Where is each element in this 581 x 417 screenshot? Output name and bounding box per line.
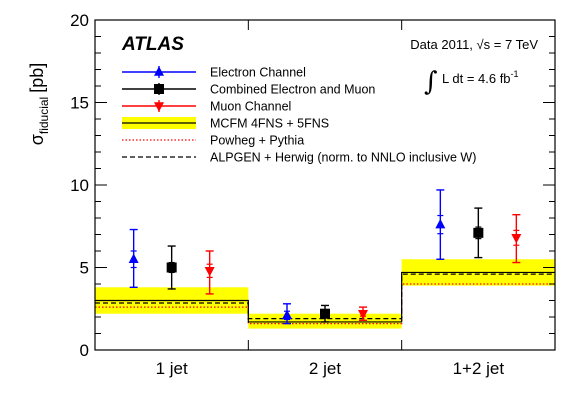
legend-entry: MCFM 4FNS + 5FNS: [122, 117, 329, 131]
y-axis-label: σfiducial [pb]: [27, 63, 51, 146]
legend-marker: [154, 66, 164, 76]
data-point: [511, 213, 522, 264]
data-marker: [166, 262, 177, 273]
legend-label: Muon Channel: [210, 100, 291, 114]
legend-entry: Electron Channel: [122, 66, 306, 80]
legend-label: ALPGEN + Herwig (norm. to NNLO inclusive…: [210, 151, 476, 165]
luminosity-sup: -1: [511, 69, 519, 79]
y-tick-label: 10: [70, 176, 89, 195]
x-tick-label: 2 jet: [309, 359, 341, 378]
legend-label: Combined Electron and Muon: [210, 83, 375, 97]
y-tick-label: 20: [70, 11, 89, 30]
prediction-line-dashed: [95, 273, 555, 320]
data-marker: [282, 309, 292, 320]
y-tick-label: 15: [70, 94, 89, 113]
legend: Electron Channel Combined Electron and Mu…: [122, 66, 476, 165]
luminosity-text: L dt = 4.6 fb-1: [442, 69, 519, 86]
data-marker: [358, 309, 368, 320]
atlas-label: ATLAS: [121, 34, 184, 55]
y-tick-label: 0: [80, 341, 89, 360]
legend-entry: Muon Channel: [122, 100, 291, 114]
legend-entry: ALPGEN + Herwig (norm. to NNLO inclusive…: [122, 151, 476, 165]
legend-label: Powheg + Pythia: [210, 134, 304, 148]
legend-marker: [154, 84, 164, 94]
data-point: [282, 303, 292, 325]
y-axis-unit: [pb]: [27, 63, 47, 93]
legend-entry: Powheg + Pythia: [122, 134, 304, 148]
x-tick-label: 1 jet: [156, 359, 188, 378]
data-point: [435, 189, 446, 260]
data-point: [166, 245, 177, 290]
data-point: [358, 306, 368, 321]
data-marker: [320, 308, 330, 319]
x-tick-label: 1+2 jet: [453, 359, 505, 378]
data-point: [128, 228, 139, 288]
prediction-line-dotted: [95, 283, 555, 325]
axes: 0 5 10 15 20 1 jet 2 jet 1+2 jet: [70, 11, 555, 378]
data-marker: [435, 218, 446, 229]
luminosity-main: L dt = 4.6 fb: [442, 71, 511, 86]
data-marker: [128, 253, 139, 263]
data-points: [128, 189, 522, 325]
data-description: Data 2011, √s = 7 TeV: [410, 37, 538, 52]
data-point: [204, 250, 215, 295]
data-marker: [204, 267, 215, 277]
legend-label: Electron Channel: [210, 66, 306, 80]
data-point: [320, 304, 330, 323]
data-marker: [511, 234, 522, 244]
data-marker: [473, 227, 484, 238]
legend-entry: Combined Electron and Muon: [122, 83, 375, 97]
legend-label: MCFM 4FNS + 5FNS: [210, 117, 329, 131]
y-axis-symbol: σ: [27, 134, 47, 145]
integral-sign: ∫: [424, 67, 438, 97]
y-tick-label: 5: [80, 259, 89, 278]
y-axis-subscript: fiducial: [37, 97, 51, 134]
data-point: [473, 207, 484, 259]
legend-marker: [154, 102, 164, 112]
